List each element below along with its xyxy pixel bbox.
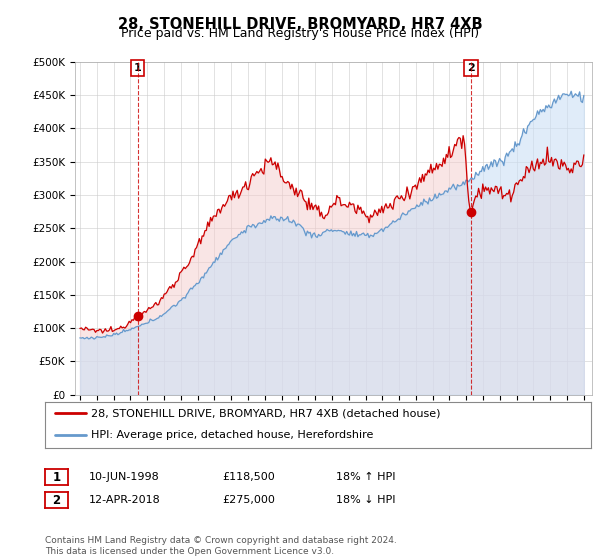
- Text: 28, STONEHILL DRIVE, BROMYARD, HR7 4XB (detached house): 28, STONEHILL DRIVE, BROMYARD, HR7 4XB (…: [91, 408, 441, 418]
- Text: 2: 2: [52, 493, 61, 507]
- Text: 28, STONEHILL DRIVE, BROMYARD, HR7 4XB: 28, STONEHILL DRIVE, BROMYARD, HR7 4XB: [118, 17, 482, 32]
- Text: £118,500: £118,500: [222, 472, 275, 482]
- Text: 1: 1: [52, 470, 61, 484]
- Text: £275,000: £275,000: [222, 495, 275, 505]
- Text: 18% ↓ HPI: 18% ↓ HPI: [336, 495, 395, 505]
- Text: 12-APR-2018: 12-APR-2018: [89, 495, 161, 505]
- Text: Contains HM Land Registry data © Crown copyright and database right 2024.
This d: Contains HM Land Registry data © Crown c…: [45, 536, 397, 556]
- Text: 1: 1: [134, 63, 142, 73]
- Text: Price paid vs. HM Land Registry's House Price Index (HPI): Price paid vs. HM Land Registry's House …: [121, 27, 479, 40]
- Text: 18% ↑ HPI: 18% ↑ HPI: [336, 472, 395, 482]
- Text: 2: 2: [467, 63, 475, 73]
- Text: 10-JUN-1998: 10-JUN-1998: [89, 472, 160, 482]
- Text: HPI: Average price, detached house, Herefordshire: HPI: Average price, detached house, Here…: [91, 430, 374, 440]
